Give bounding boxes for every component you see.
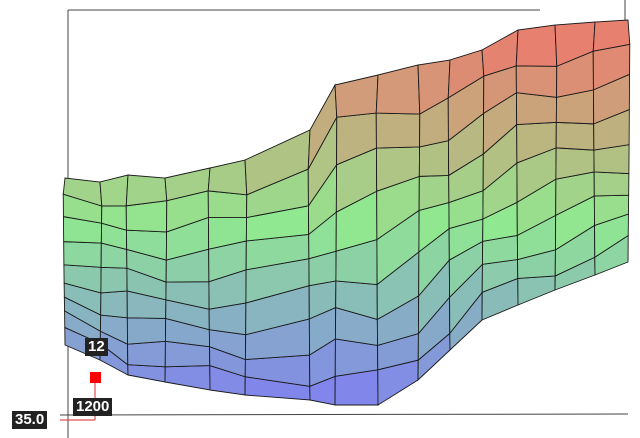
surface-cell [100,266,128,294]
surface-cell [515,65,558,98]
cursor-x-label: 1200 [73,398,113,416]
surface-cell [126,317,167,345]
cursor-marker[interactable] [90,372,101,383]
surface-cell [125,174,168,207]
cursor-value-label: 12 [85,338,108,356]
surface-cell [375,112,421,149]
surface-cell [515,92,558,126]
surface-cell [164,365,211,391]
surface-cell [63,241,102,268]
surface-cell [593,171,630,197]
surface-cell [207,190,248,218]
surface-cell [207,159,248,196]
surface-cell [517,275,556,306]
surface-cell [592,19,631,52]
surface-cell [334,74,379,118]
surface-cell [100,290,128,319]
cursor-y-label: 35.0 [12,411,48,429]
surface-mesh [62,19,631,406]
surface-cell [375,64,421,115]
surface-cell [127,364,166,383]
surface-cell [555,121,595,151]
surface-cell [515,24,558,67]
surface-cell [127,340,166,368]
surface-cell [99,174,129,207]
